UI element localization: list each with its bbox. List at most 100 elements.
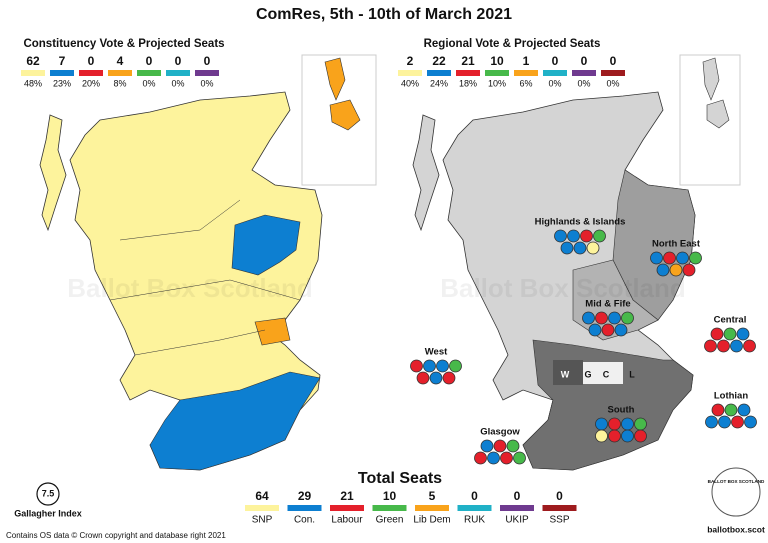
region-seat [429, 371, 443, 385]
logo-ring: BALLOT BOX SCOTLAND [708, 479, 765, 484]
vote-share: 0% [548, 78, 561, 88]
region-letter: W [561, 369, 570, 379]
party-swatch [415, 505, 449, 511]
vote-share: 40% [401, 78, 419, 88]
region-label: Central [714, 315, 747, 326]
region-seat [718, 415, 731, 429]
region-seat [737, 403, 751, 417]
region-seat [500, 451, 513, 465]
region-seat [704, 339, 717, 353]
vote-share: 48% [24, 78, 42, 88]
region-seat [621, 429, 634, 443]
region-seat [730, 339, 743, 353]
region-seat [410, 359, 423, 373]
region-seat [608, 429, 621, 443]
region-seat [608, 311, 621, 325]
total-seats: 10 [383, 489, 397, 503]
constituency-map [39, 54, 377, 471]
region-seat [711, 403, 725, 417]
total-seats: 5 [429, 489, 436, 503]
vote-share: 24% [430, 78, 448, 88]
region-seat [560, 241, 574, 255]
vote-share: 0% [171, 78, 184, 88]
total-seats: 64 [255, 489, 269, 503]
region-seat [593, 229, 606, 243]
party-name: Green [376, 515, 404, 526]
vote-share: 18% [459, 78, 477, 88]
party-swatch [514, 70, 538, 76]
region-seat [621, 417, 634, 431]
region-seat [480, 439, 494, 453]
watermark: Ballot Box Scotland [67, 273, 313, 303]
party-swatch [108, 70, 132, 76]
region-label: Mid & Fife [585, 299, 630, 310]
regional-map [412, 54, 741, 471]
region-seat [736, 327, 750, 341]
party-swatch [287, 505, 322, 511]
region-seat [682, 263, 696, 277]
region-seat [731, 415, 744, 429]
party-name: Con. [294, 515, 315, 526]
region-seat [554, 229, 567, 243]
region-seat [567, 229, 580, 243]
party-swatch [79, 70, 103, 76]
party-name: SSP [549, 515, 569, 526]
region-seat [423, 359, 436, 373]
party-swatch [166, 70, 190, 76]
region-seat [588, 323, 602, 337]
party-swatch [195, 70, 219, 76]
region-seat [710, 327, 724, 341]
region-seat [595, 311, 608, 325]
region-label: South [608, 405, 635, 416]
region-seat [580, 229, 593, 243]
seat-count: 62 [26, 54, 40, 68]
region-seat [586, 241, 600, 255]
region-seat [595, 429, 608, 443]
region-seat [582, 311, 595, 325]
party-name: RUK [464, 515, 485, 526]
region-letter: L [629, 369, 635, 379]
region-seat [663, 251, 676, 265]
party-swatch [372, 505, 407, 511]
vote-share: 20% [82, 78, 100, 88]
party-swatch [137, 70, 161, 76]
party-swatch [330, 505, 364, 511]
region-seat [416, 371, 430, 385]
seat-count: 7 [59, 54, 66, 68]
title: ComRes, 5th - 10th of March 2021 [256, 6, 512, 23]
party-swatch [456, 70, 480, 76]
logo-site: ballotbox.scot [707, 524, 765, 534]
region-seat [601, 323, 615, 337]
seat-count: 0 [581, 54, 588, 68]
region-letter: G [584, 369, 591, 379]
region-seat [595, 417, 608, 431]
party-swatch [543, 70, 567, 76]
region-seat [573, 241, 587, 255]
footer: Contains OS data © Crown copyright and d… [6, 531, 226, 540]
seat-count: 4 [117, 54, 124, 68]
logo-circle [711, 467, 761, 517]
party-swatch [21, 70, 45, 76]
vote-share: 8% [113, 78, 126, 88]
seat-count: 0 [88, 54, 95, 68]
region-seat [744, 415, 757, 429]
seat-count: 1 [523, 54, 530, 68]
region-seat [506, 439, 520, 453]
seat-count: 22 [432, 54, 446, 68]
vote-share: 10% [488, 78, 506, 88]
region-seat [634, 429, 647, 443]
party-swatch [485, 70, 509, 76]
seat-count: 0 [146, 54, 153, 68]
seat-count: 0 [204, 54, 211, 68]
region-label: Highlands & Islands [535, 217, 626, 228]
seat-count: 10 [490, 54, 504, 68]
vote-share: 0% [200, 78, 213, 88]
total-seats: 0 [556, 489, 563, 503]
legend-title: Regional Vote & Projected Seats [424, 38, 601, 50]
region-seat [669, 263, 683, 277]
gallagher-value: 7.5 [42, 488, 55, 498]
party-name: Labour [331, 515, 363, 526]
region-seat [608, 417, 621, 431]
